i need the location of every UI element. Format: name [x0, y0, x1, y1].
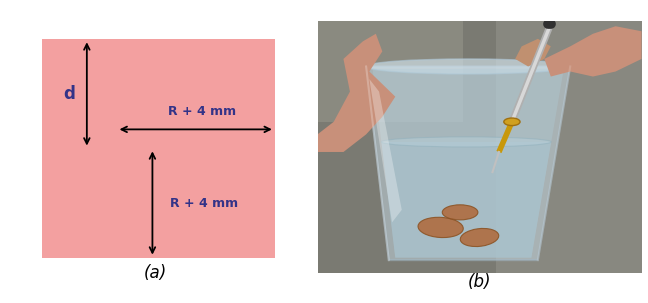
Text: R + 4 mm: R + 4 mm: [168, 105, 236, 118]
Polygon shape: [496, 21, 642, 273]
Text: Y: Y: [323, 152, 338, 172]
Polygon shape: [544, 26, 642, 77]
Ellipse shape: [503, 118, 520, 125]
Polygon shape: [515, 39, 551, 66]
Ellipse shape: [366, 59, 570, 74]
Text: R + 4 mm: R + 4 mm: [170, 197, 238, 209]
Text: d: d: [63, 85, 75, 103]
Ellipse shape: [442, 205, 478, 220]
Polygon shape: [373, 69, 564, 258]
Polygon shape: [382, 142, 551, 258]
Bar: [42, 39, 275, 258]
Polygon shape: [366, 66, 570, 260]
Ellipse shape: [460, 228, 499, 247]
Text: (b): (b): [468, 273, 491, 291]
Polygon shape: [318, 21, 463, 122]
Polygon shape: [318, 34, 395, 152]
Ellipse shape: [382, 137, 551, 147]
Polygon shape: [369, 79, 402, 222]
Ellipse shape: [418, 217, 463, 238]
Text: (a): (a): [144, 264, 167, 282]
